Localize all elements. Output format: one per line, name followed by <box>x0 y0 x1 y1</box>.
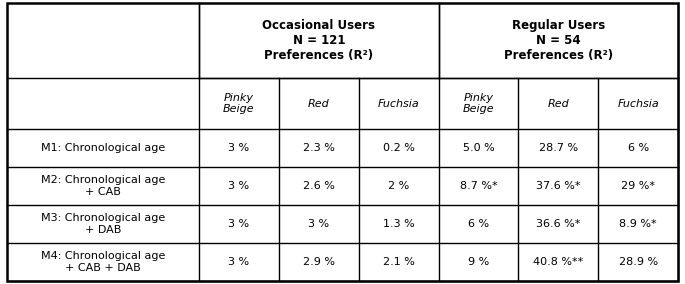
Text: 6 %: 6 % <box>468 219 489 229</box>
Text: 2.9 %: 2.9 % <box>303 257 335 267</box>
Text: M1: Chronological age: M1: Chronological age <box>41 143 165 153</box>
Text: 28.7 %: 28.7 % <box>539 143 578 153</box>
Text: Pinky
Beige: Pinky Beige <box>462 93 495 114</box>
Text: 8.7 %*: 8.7 %* <box>460 181 497 191</box>
Text: Occasional Users
N = 121
Preferences (R²): Occasional Users N = 121 Preferences (R²… <box>262 19 375 62</box>
Text: 40.8 %**: 40.8 %** <box>533 257 584 267</box>
Text: 2.3 %: 2.3 % <box>303 143 335 153</box>
Text: M4: Chronological age
+ CAB + DAB: M4: Chronological age + CAB + DAB <box>41 251 165 273</box>
Text: Fuchsia: Fuchsia <box>378 99 419 109</box>
Text: M3: Chronological age
+ DAB: M3: Chronological age + DAB <box>41 213 165 235</box>
Text: 3 %: 3 % <box>228 219 249 229</box>
Text: 3 %: 3 % <box>228 257 249 267</box>
Text: 2.6 %: 2.6 % <box>303 181 335 191</box>
Text: 9 %: 9 % <box>468 257 489 267</box>
Text: Red: Red <box>308 99 329 109</box>
Text: 1.3 %: 1.3 % <box>383 219 414 229</box>
Text: 2.1 %: 2.1 % <box>383 257 414 267</box>
Text: 8.9 %*: 8.9 %* <box>619 219 657 229</box>
Text: M2: Chronological age
+ CAB: M2: Chronological age + CAB <box>41 176 165 197</box>
Text: 2 %: 2 % <box>388 181 410 191</box>
Text: 6 %: 6 % <box>627 143 649 153</box>
Text: Red: Red <box>547 99 569 109</box>
Text: Regular Users
N = 54
Preferences (R²): Regular Users N = 54 Preferences (R²) <box>503 19 613 62</box>
Text: 36.6 %*: 36.6 %* <box>536 219 581 229</box>
Text: Fuchsia: Fuchsia <box>617 99 659 109</box>
Text: 3 %: 3 % <box>228 143 249 153</box>
Text: 29 %*: 29 %* <box>621 181 656 191</box>
Text: 37.6 %*: 37.6 %* <box>536 181 581 191</box>
Text: 28.9 %: 28.9 % <box>619 257 658 267</box>
Text: Pinky
Beige: Pinky Beige <box>223 93 255 114</box>
Text: 0.2 %: 0.2 % <box>383 143 414 153</box>
Text: 5.0 %: 5.0 % <box>462 143 495 153</box>
Text: 3 %: 3 % <box>308 219 329 229</box>
Text: 3 %: 3 % <box>228 181 249 191</box>
